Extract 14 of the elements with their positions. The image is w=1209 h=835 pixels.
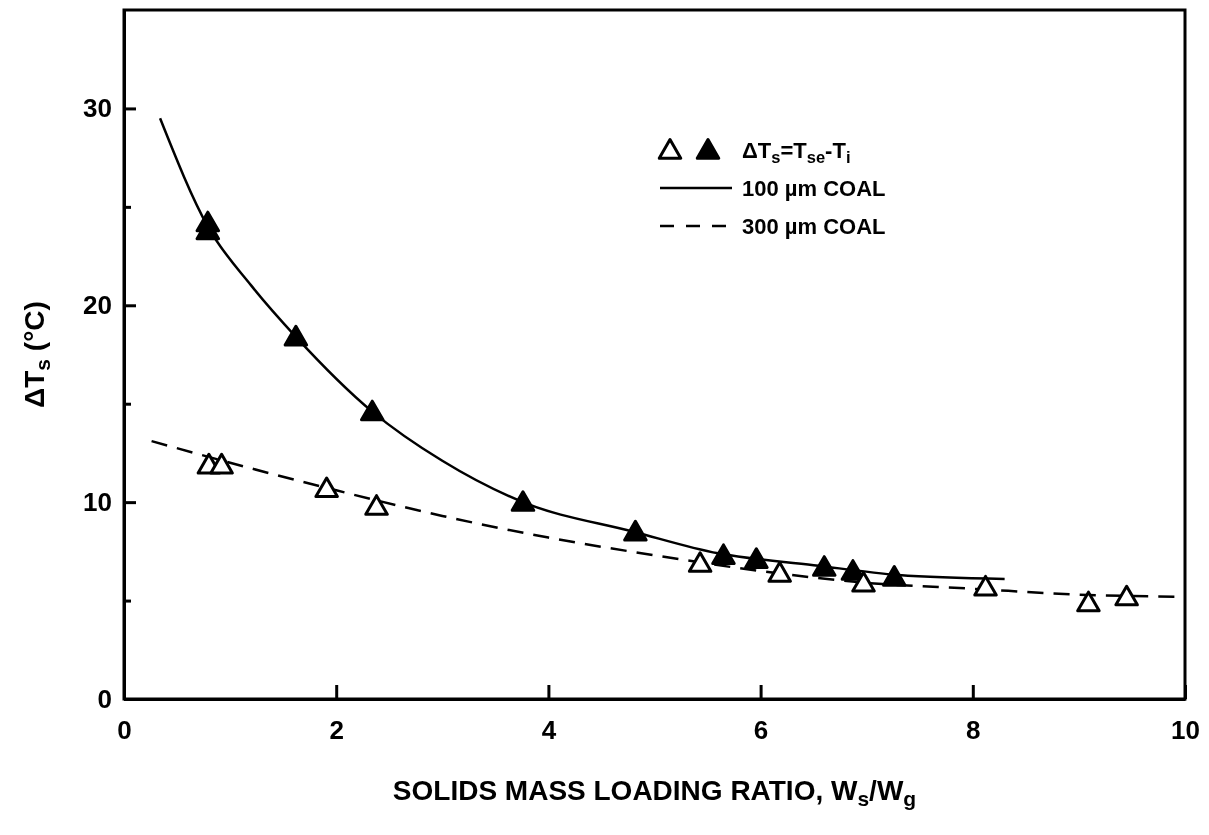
x-tick-label: 0 — [117, 715, 132, 746]
y-tick-label: 30 — [83, 93, 112, 124]
x-tick-label: 8 — [966, 715, 981, 746]
y-tick-label: 0 — [97, 683, 112, 714]
y-tick-label: 10 — [83, 486, 112, 517]
y-tick-label: 20 — [83, 290, 112, 321]
x-tick-label: 10 — [1171, 715, 1200, 746]
x-tick-label: 4 — [541, 715, 557, 746]
x-axis-title: SOLIDS MASS LOADING RATIO, W$_{s}$/W$_{g}$ — [392, 775, 917, 811]
x-tick-label: 6 — [753, 715, 769, 746]
legend-label: ΔT$_{s}$=T$_{se}$-T$_{i}$ — [742, 138, 851, 167]
legend-label: 100 µm COAL — [742, 176, 886, 201]
x-tick-label: 2 — [329, 715, 344, 746]
legend-label: 300 µm COAL — [742, 214, 886, 239]
